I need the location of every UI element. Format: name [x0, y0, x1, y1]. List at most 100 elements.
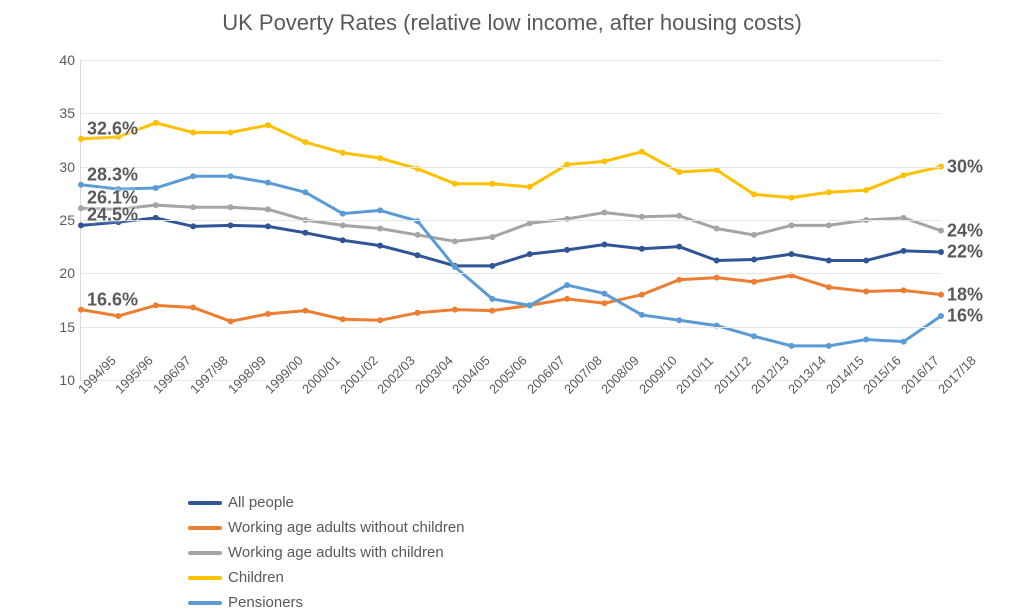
y-tick-label: 20	[59, 265, 75, 281]
series-marker	[377, 226, 383, 232]
series-marker	[340, 150, 346, 156]
series-marker	[751, 333, 757, 339]
series-marker	[228, 204, 234, 210]
series-marker	[639, 292, 645, 298]
series-marker	[527, 302, 533, 308]
legend-swatch	[188, 551, 222, 555]
series-marker	[751, 232, 757, 238]
poverty-line-chart: UK Poverty Rates (relative low income, a…	[0, 0, 1024, 555]
series-marker	[901, 339, 907, 345]
series-marker	[78, 136, 84, 142]
series-marker	[639, 246, 645, 252]
series-start-label: 16.6%	[87, 289, 138, 310]
gridline	[81, 327, 941, 328]
gridline	[81, 220, 941, 221]
series-marker	[302, 308, 308, 314]
series-marker	[826, 343, 832, 349]
series-marker	[302, 139, 308, 145]
series-marker	[639, 214, 645, 220]
series-marker	[452, 264, 458, 270]
series-marker	[676, 244, 682, 250]
series-marker	[527, 251, 533, 257]
series-marker	[639, 312, 645, 318]
series-marker	[190, 130, 196, 136]
y-tick-label: 15	[59, 319, 75, 335]
series-end-label: 30%	[947, 156, 983, 177]
series-marker	[489, 308, 495, 314]
series-marker	[78, 205, 84, 211]
series-marker	[863, 258, 869, 264]
x-tick-label: 2017/18	[935, 353, 979, 397]
legend-swatch	[188, 526, 222, 530]
series-marker	[340, 222, 346, 228]
series-marker	[826, 189, 832, 195]
legend-item: Children	[188, 569, 534, 586]
legend-label: Working age adults without children	[228, 519, 465, 536]
series-marker	[190, 304, 196, 310]
series-marker	[115, 313, 121, 319]
legend-label: Working age adults with children	[228, 544, 444, 561]
series-marker	[901, 248, 907, 254]
series-marker	[228, 318, 234, 324]
series-marker	[190, 173, 196, 179]
series-start-label: 32.6%	[87, 118, 138, 139]
series-marker	[340, 237, 346, 243]
series-marker	[788, 195, 794, 201]
series-marker	[340, 211, 346, 217]
series-marker	[415, 310, 421, 316]
y-tick-label: 25	[59, 212, 75, 228]
gridline	[81, 167, 941, 168]
series-marker	[601, 242, 607, 248]
series-marker	[714, 275, 720, 281]
series-marker	[377, 155, 383, 161]
series-end-label: 24%	[947, 220, 983, 241]
plot-area: 101520253035401994/951995/961996/971997/…	[80, 60, 941, 381]
series-marker	[601, 210, 607, 216]
y-tick-label: 35	[59, 105, 75, 121]
series-marker	[190, 223, 196, 229]
series-marker	[78, 307, 84, 313]
series-marker	[826, 258, 832, 264]
series-marker	[527, 220, 533, 226]
series-marker	[527, 184, 533, 190]
series-marker	[826, 284, 832, 290]
series-marker	[265, 122, 271, 128]
series-marker	[714, 323, 720, 329]
series-marker	[489, 181, 495, 187]
series-end-label: 16%	[947, 306, 983, 327]
series-marker	[228, 222, 234, 228]
series-marker	[826, 222, 832, 228]
series-marker	[153, 120, 159, 126]
series-marker	[639, 149, 645, 155]
series-marker	[751, 191, 757, 197]
y-tick-label: 40	[59, 52, 75, 68]
series-marker	[377, 317, 383, 323]
series-marker	[601, 158, 607, 164]
series-marker	[265, 311, 271, 317]
series-marker	[564, 216, 570, 222]
y-tick-label: 30	[59, 159, 75, 175]
series-marker	[676, 169, 682, 175]
series-marker	[714, 167, 720, 173]
series-marker	[788, 222, 794, 228]
gridline	[81, 273, 941, 274]
legend-label: All people	[228, 494, 294, 511]
legend-swatch	[188, 576, 222, 580]
series-marker	[788, 251, 794, 257]
series-marker	[190, 204, 196, 210]
series-marker	[377, 207, 383, 213]
series-marker	[938, 313, 944, 319]
legend-item: Working age adults without children	[188, 519, 534, 536]
series-marker	[452, 181, 458, 187]
series-marker	[228, 173, 234, 179]
series-marker	[863, 288, 869, 294]
series-marker	[788, 343, 794, 349]
series-marker	[489, 263, 495, 269]
series-marker	[302, 230, 308, 236]
series-marker	[601, 300, 607, 306]
series-marker	[153, 302, 159, 308]
series-marker	[676, 277, 682, 283]
series-marker	[938, 292, 944, 298]
legend-swatch	[188, 501, 222, 505]
legend-swatch	[188, 601, 222, 605]
